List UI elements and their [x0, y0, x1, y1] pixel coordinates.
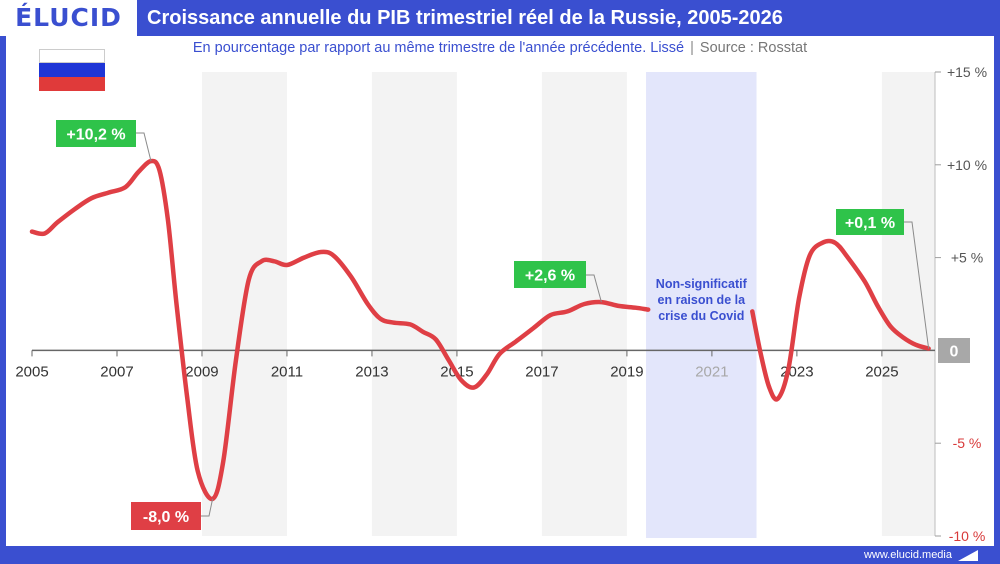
chart-title: Croissance annuelle du PIB trimestriel r… [147, 7, 783, 29]
gdp-growth-line [29, 158, 651, 502]
annotation-leader [586, 274, 602, 303]
annotation-label: +0,1 % [845, 215, 895, 232]
y-tick-label: +5 % [951, 250, 983, 266]
x-tick-label: 2005 [15, 363, 48, 380]
annotation-label: 0 [950, 344, 959, 361]
y-tick-label: -5 % [953, 435, 982, 451]
x-tick-label: 2019 [610, 363, 643, 380]
header-bar [0, 0, 1000, 36]
x-tick-label: 2021 [695, 363, 728, 380]
y-tick-label: +10 % [947, 157, 987, 173]
annotation-box [56, 120, 136, 147]
annotation-label: -8,0 % [143, 509, 189, 526]
x-tick-label: 2025 [865, 363, 898, 380]
year-band [371, 72, 457, 536]
flag-stripe-blue [39, 63, 105, 77]
annotation-leader [201, 498, 214, 517]
elucid-logo: ÉLUCID [0, 0, 137, 36]
subtitle-text: En pourcentage par rapport au même trime… [192, 40, 685, 56]
annotation-label: +10,2 % [66, 127, 125, 144]
annotation-box [514, 261, 586, 288]
year-band [881, 72, 935, 536]
covid-note-line: Non-significatif [656, 277, 748, 291]
annotation-box [938, 338, 970, 363]
source-label: Source : Rosstat [699, 40, 808, 56]
x-tick-label: 2007 [100, 363, 133, 380]
y-tick-label: +15 % [947, 64, 987, 80]
subtitle-separator: | [690, 40, 694, 56]
annotation-box [131, 502, 201, 530]
frame-left [0, 36, 6, 546]
flag-stripe-white [39, 49, 105, 63]
covid-band [646, 72, 757, 538]
annotation-box [836, 209, 904, 235]
x-tick-label: 2009 [185, 363, 218, 380]
annotation-label: +2,6 % [525, 268, 575, 285]
x-tick-label: 2017 [525, 363, 558, 380]
russia-flag-icon [39, 49, 105, 91]
annotation-leader [904, 221, 930, 349]
frame-right [994, 36, 1000, 546]
x-tick-label: 2011 [271, 363, 303, 380]
gdp-growth-line [750, 238, 931, 402]
y-tick-label: -10 % [949, 528, 986, 544]
logo-mark-icon [958, 550, 978, 561]
covid-note-line: en raison de la [658, 293, 747, 307]
website-link[interactable]: www.elucid.media [863, 549, 952, 561]
chart-subtitle: En pourcentage par rapport au même trime… [0, 40, 1000, 56]
footer-bar [0, 546, 1000, 564]
flag-stripe-red [39, 77, 105, 91]
annotation-leader [136, 132, 152, 162]
covid-note-line: crise du Covid [658, 309, 744, 323]
x-tick-label: 2013 [355, 363, 388, 380]
